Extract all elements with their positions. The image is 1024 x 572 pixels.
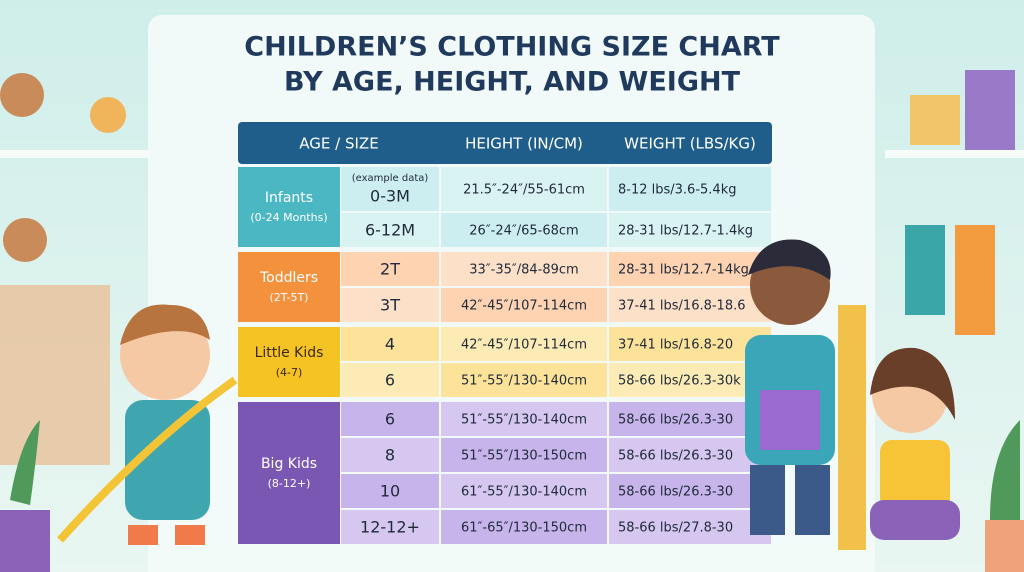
group-range: (4-7)	[276, 366, 303, 379]
cell	[609, 402, 771, 436]
cell-text: 37-41 lbs/16.8-18.6	[618, 299, 746, 314]
cell-text: 6	[385, 410, 395, 429]
cell	[609, 252, 771, 286]
cell	[341, 510, 439, 544]
decor-right	[885, 70, 1024, 572]
cell	[609, 167, 771, 211]
cell	[341, 288, 439, 322]
cell-text: 61″-55″/130-140cm	[461, 485, 587, 500]
group-cell	[238, 402, 340, 544]
cell	[609, 510, 771, 544]
cell	[441, 510, 607, 544]
size-table: AGE / SIZE HEIGHT (IN/CM) WEIGHT (LBS/KG) I…	[238, 122, 772, 544]
cell-text: 51″-55″/130-150cm	[461, 449, 587, 464]
cell-text: 42″-45″/107-114cm	[461, 338, 587, 353]
group-name: Toddlers	[259, 270, 318, 286]
cell-text: 8-12 lbs/3.6-5.4kg	[618, 183, 736, 198]
cell	[441, 438, 607, 472]
cell	[341, 213, 439, 247]
cell	[609, 438, 771, 472]
cell-text: 28-31 lbs/12.7-14kg	[618, 263, 749, 278]
cell	[341, 474, 439, 508]
cell	[341, 438, 439, 472]
cell	[609, 474, 771, 508]
cell	[441, 363, 607, 397]
cell-text: 37-41 lbs/16.8-20	[618, 338, 733, 353]
header-cell: WEIGHT (LBS/KG)	[624, 135, 756, 153]
group-range: (2T-5T)	[270, 291, 309, 304]
child-left	[57, 304, 238, 545]
group-name: Big Kids	[261, 456, 317, 472]
cell-text: 28-31 lbs/12.7-1.4kg	[618, 224, 753, 239]
cell	[341, 402, 439, 436]
cell-text: 33″-35″/84-89cm	[469, 263, 578, 278]
cell	[341, 327, 439, 361]
cell	[609, 327, 771, 361]
cell	[441, 327, 607, 361]
cell-text: 26″-24″/65-68cm	[469, 224, 578, 239]
cell-text: 8	[385, 446, 395, 465]
cell-text: 0-3M	[370, 187, 410, 206]
cell-text: 10	[380, 482, 400, 501]
header-cell: AGE / SIZE	[299, 135, 378, 153]
header-cell: HEIGHT (IN/CM)	[465, 135, 583, 153]
group-cell	[238, 252, 340, 322]
group-range: (0-24 Months)	[250, 211, 327, 224]
cell	[441, 213, 607, 247]
cell	[441, 252, 607, 286]
cell	[341, 252, 439, 286]
group-name: Little Kids	[255, 345, 324, 361]
cell-text: 6	[385, 371, 395, 390]
cell-text: 51″-55″/130-140cm	[461, 413, 587, 428]
group-cell	[238, 167, 340, 247]
cell	[341, 363, 439, 397]
group-name: Infants	[265, 190, 313, 206]
cell-text: 58-66 lbs/26.3-30	[618, 485, 733, 500]
cell-text: 58-66 lbs/26.3-30	[618, 449, 733, 464]
cell-text: 2T	[380, 260, 400, 279]
note: (example data)	[352, 173, 429, 184]
group-range: (8-12+)	[268, 477, 311, 490]
cell	[441, 167, 607, 211]
cell-text: 61″-65″/130-150cm	[461, 521, 587, 536]
title-line: BY AGE, HEIGHT, AND WEIGHT	[284, 67, 741, 98]
cell-text: 58-66 lbs/26.3-30k	[618, 374, 741, 389]
cell	[441, 474, 607, 508]
cell-text: 6-12M	[365, 221, 415, 240]
cell	[441, 288, 607, 322]
cell-text: 21.5″-24″/55-61cm	[463, 183, 585, 198]
cell	[341, 167, 439, 211]
cell-text: 58-66 lbs/27.8-30	[618, 521, 733, 536]
cell-text: 3T	[380, 296, 400, 315]
cell	[441, 402, 607, 436]
decor-left	[0, 73, 150, 572]
child-right	[745, 239, 960, 550]
cell	[609, 363, 771, 397]
cell-text: 42″-45″/107-114cm	[461, 299, 587, 314]
title-line: CHILDREN’S CLOTHING SIZE CHART	[244, 32, 780, 63]
cell-text: 58-66 lbs/26.3-30	[618, 413, 733, 428]
cell-text: 51″-55″/130-140cm	[461, 374, 587, 389]
cell-text: 12-12+	[360, 518, 420, 537]
table-header	[238, 122, 772, 164]
group-cell	[238, 327, 340, 397]
cell	[609, 288, 771, 322]
cell-text: 4	[385, 335, 395, 354]
cell	[609, 213, 771, 247]
